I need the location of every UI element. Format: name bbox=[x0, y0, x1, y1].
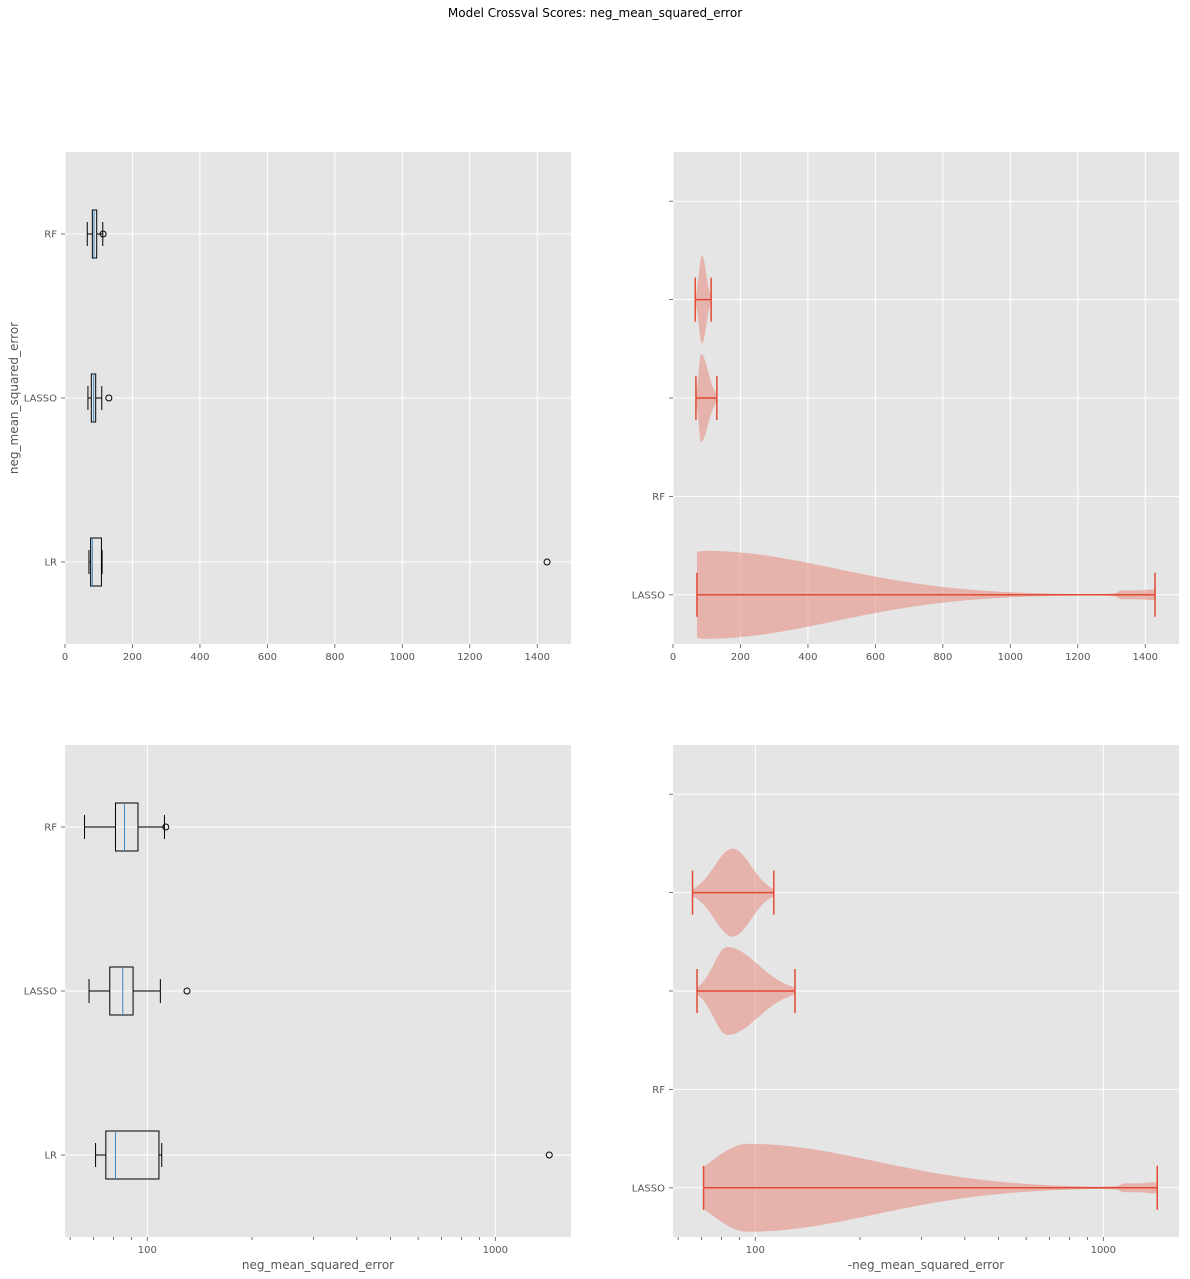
x-axis-label: -neg_mean_squared_error bbox=[848, 1258, 1005, 1272]
outlier-point bbox=[99, 230, 107, 238]
x-tick-label: 200 bbox=[123, 652, 142, 663]
x-tick-label: 1000 bbox=[483, 1245, 508, 1256]
outlier-point bbox=[162, 823, 170, 831]
x-tick-label: 600 bbox=[866, 652, 885, 663]
y-tick-label: LASSO bbox=[24, 394, 57, 405]
x-tick-label: 1200 bbox=[457, 652, 482, 663]
box-lasso bbox=[87, 373, 113, 423]
x-tick-label: 1200 bbox=[1065, 652, 1090, 663]
box-iqr bbox=[109, 966, 134, 1016]
y-tick-label: LASSO bbox=[24, 987, 57, 998]
violin-1 bbox=[696, 550, 1156, 639]
box-lasso bbox=[88, 966, 191, 1016]
y-tick-label: RF bbox=[652, 492, 665, 503]
x-tick-label: 1000 bbox=[998, 652, 1023, 663]
y-axis-label: neg_mean_squared_error bbox=[7, 322, 21, 474]
outlier-point bbox=[183, 987, 191, 995]
x-tick-label: 100 bbox=[746, 1245, 765, 1256]
box-iqr bbox=[105, 1130, 160, 1180]
x-tick-label: 800 bbox=[933, 652, 952, 663]
violin-2 bbox=[695, 354, 718, 442]
box-iqr bbox=[114, 802, 139, 852]
violin-2 bbox=[696, 947, 796, 1035]
violin-3 bbox=[691, 848, 775, 937]
box-rf bbox=[86, 209, 107, 259]
y-tick-label: RF bbox=[44, 230, 57, 241]
box-iqr bbox=[91, 209, 98, 259]
box-lr bbox=[95, 1130, 553, 1180]
y-tick-label: LR bbox=[44, 558, 57, 569]
y-tick-label: LASSO bbox=[632, 590, 665, 601]
y-tick-label: RF bbox=[652, 1085, 665, 1096]
outlier-point bbox=[105, 394, 113, 402]
outlier-point bbox=[545, 1151, 553, 1159]
x-tick-label: 800 bbox=[325, 652, 344, 663]
x-tick-label: 1000 bbox=[390, 652, 415, 663]
x-tick-label: 600 bbox=[258, 652, 277, 663]
box-iqr bbox=[90, 537, 102, 587]
outlier-point bbox=[543, 558, 551, 566]
x-tick-label: 200 bbox=[731, 652, 750, 663]
violin-3 bbox=[694, 255, 712, 344]
x-tick-label: 0 bbox=[62, 652, 68, 663]
x-tick-label: 1000 bbox=[1091, 1245, 1116, 1256]
x-axis-label: neg_mean_squared_error bbox=[242, 1258, 394, 1272]
y-tick-label: LASSO bbox=[632, 1183, 665, 1194]
y-tick-label: RF bbox=[44, 823, 57, 834]
figure-title: Model Crossval Scores: neg_mean_squared_… bbox=[447, 6, 743, 20]
x-tick-label: 100 bbox=[138, 1245, 157, 1256]
y-tick-label: LR bbox=[44, 1151, 57, 1162]
x-tick-label: 400 bbox=[798, 652, 817, 663]
x-tick-label: 1400 bbox=[1133, 652, 1158, 663]
x-tick-label: 400 bbox=[190, 652, 209, 663]
box-lr bbox=[88, 537, 551, 587]
box-rf bbox=[84, 802, 170, 852]
x-tick-label: 0 bbox=[670, 652, 676, 663]
x-tick-label: 1400 bbox=[525, 652, 550, 663]
violin-1 bbox=[702, 1143, 1159, 1232]
